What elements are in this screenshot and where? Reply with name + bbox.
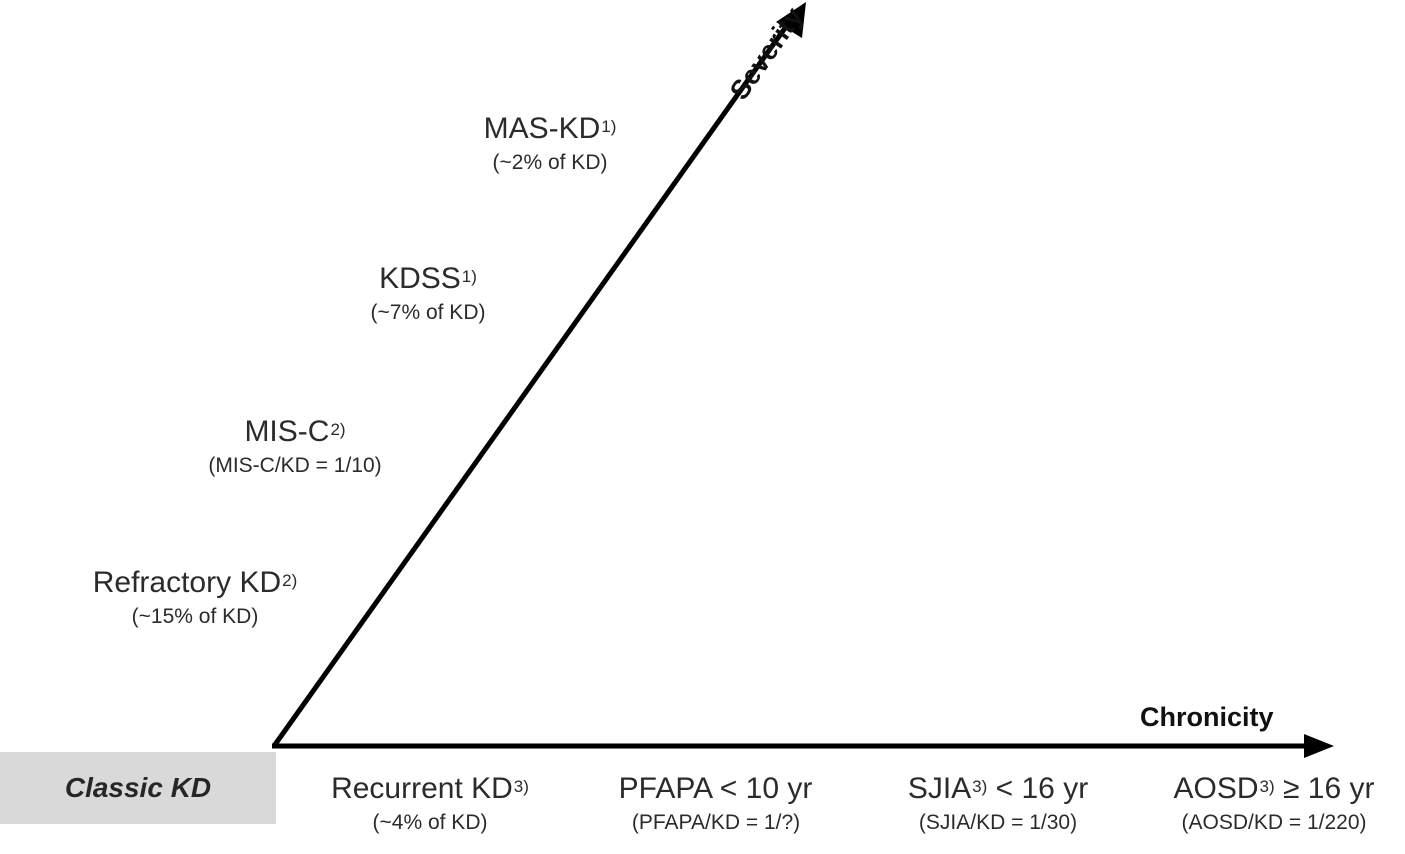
severity-item-refractory-kd: Refractory KD2) (~15% of KD) (70, 566, 320, 630)
item-name: MAS-KD1) (483, 112, 617, 145)
severity-arrowhead (776, 2, 806, 38)
item-detail: (SJIA/KD = 1/30) (918, 811, 1078, 834)
item-name: MIS-C2) (244, 415, 346, 448)
item-detail: (~15% of KD) (131, 605, 259, 628)
item-name: KDSS1) (379, 262, 477, 295)
chronicity-item-recurrent-kd: Recurrent KD3) (~4% of KD) (300, 772, 560, 836)
item-detail: (~7% of KD) (370, 301, 486, 324)
chronicity-arrowhead (1304, 734, 1334, 758)
item-name: SJIA3) < 16 yr (907, 772, 1089, 805)
item-name: Refractory KD2) (92, 566, 298, 599)
severity-item-kdss: KDSS1) (~7% of KD) (348, 262, 508, 326)
item-name: PFAPA < 10 yr (618, 772, 813, 805)
chronicity-item-aosd: AOSD3) ≥ 16 yr (AOSD/KD = 1/220) (1148, 772, 1400, 836)
chronicity-axis-label: Chronicity (1140, 702, 1274, 732)
item-name: AOSD3) ≥ 16 yr (1173, 772, 1375, 805)
item-detail: (PFAPA/KD = 1/?) (631, 811, 801, 834)
item-detail: (~2% of KD) (492, 151, 608, 174)
severity-item-mis-c: MIS-C2) (MIS-C/KD = 1/10) (175, 415, 415, 479)
chronicity-item-sjia: SJIA3) < 16 yr (SJIA/KD = 1/30) (878, 772, 1118, 836)
item-detail: (AOSD/KD = 1/220) (1181, 811, 1367, 834)
severity-axis-arrow (271, 12, 798, 748)
classic-kd-box: Classic KD (0, 752, 276, 824)
classic-kd-label: Classic KD (64, 772, 212, 803)
severity-item-mas-kd: MAS-KD1) (~2% of KD) (470, 112, 630, 176)
item-detail: (~4% of KD) (372, 811, 488, 834)
chronicity-item-pfapa: PFAPA < 10 yr (PFAPA/KD = 1/?) (596, 772, 836, 836)
item-name: Recurrent KD3) (331, 772, 529, 805)
item-detail: (MIS-C/KD = 1/10) (208, 454, 382, 477)
